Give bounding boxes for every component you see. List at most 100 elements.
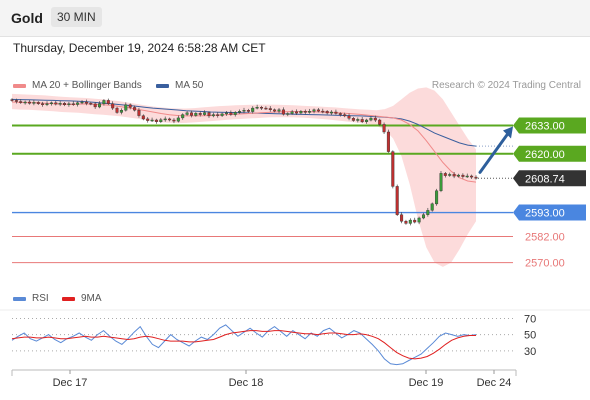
candle: [194, 113, 198, 116]
rsi-level-label: 50: [524, 330, 536, 342]
candle: [106, 100, 110, 104]
candle: [207, 112, 211, 117]
candle: [80, 101, 84, 104]
candle: [316, 109, 320, 112]
candle: [435, 190, 439, 205]
legend-9ma: 9MA: [62, 293, 102, 304]
candle: [220, 113, 224, 116]
candle: [295, 111, 299, 114]
candle: [430, 203, 434, 211]
candle: [58, 103, 62, 105]
candle: [41, 103, 45, 105]
candle: [356, 119, 360, 121]
candle: [49, 102, 53, 105]
candle: [124, 104, 128, 111]
candle: [382, 124, 386, 133]
candle: [233, 112, 237, 115]
candle: [211, 114, 215, 117]
candle: [141, 115, 145, 120]
legend-bollinger: MA 20 + Bollinger Bands: [13, 80, 142, 91]
level-tag: [513, 145, 586, 162]
candle: [67, 103, 71, 105]
candle: [443, 173, 447, 176]
candle: [185, 112, 189, 115]
candle: [365, 119, 369, 122]
candle: [242, 109, 246, 112]
rsi-level-label: 30: [524, 346, 536, 358]
candle: [251, 107, 255, 112]
candle: [146, 118, 150, 121]
rsi-line: [11, 324, 477, 366]
level-label: 2633.00: [525, 120, 565, 132]
candle: [400, 214, 404, 222]
candle: [172, 119, 176, 122]
candle: [264, 107, 268, 110]
legend-ma50-label: MA 50: [175, 80, 204, 91]
candle: [343, 114, 347, 117]
chart-datetime: Thursday, December 19, 2024 6:58:28 AM C…: [13, 41, 266, 55]
candle: [413, 219, 417, 223]
candle: [163, 118, 167, 121]
candle: [299, 111, 303, 114]
x-tick-label: Dec 18: [229, 377, 264, 389]
candle: [229, 112, 233, 115]
candle: [347, 115, 351, 119]
level-label: 2582.00: [525, 231, 565, 243]
candle: [181, 114, 185, 119]
candle: [290, 111, 294, 114]
candle: [273, 109, 277, 112]
projection-arrow-head: [503, 126, 513, 139]
candle: [71, 103, 75, 105]
candle: [465, 175, 469, 178]
candle: [312, 109, 316, 112]
level-tag: [513, 170, 586, 187]
candle: [474, 176, 478, 179]
candle: [277, 109, 281, 112]
timeframe-badge[interactable]: 30 MIN: [51, 7, 102, 27]
candle: [63, 103, 67, 106]
candle: [133, 107, 137, 111]
legend-9ma-label: 9MA: [81, 293, 102, 304]
candle: [321, 110, 325, 113]
candle: [369, 117, 373, 121]
instrument-title: Gold: [11, 10, 43, 26]
candle: [45, 103, 49, 105]
candle: [303, 111, 307, 113]
candle: [115, 107, 119, 113]
candle: [330, 111, 334, 114]
candle: [224, 112, 228, 115]
candle: [255, 106, 259, 109]
candle: [23, 101, 27, 104]
candle: [286, 113, 290, 115]
candle: [97, 103, 101, 108]
rsi-9ma-line: [11, 330, 476, 360]
candle: [325, 111, 329, 114]
candle: [308, 111, 312, 113]
candle: [461, 174, 465, 177]
candle: [93, 103, 97, 108]
candle: [246, 109, 250, 112]
candle: [439, 173, 443, 191]
legend-bollinger-label: MA 20 + Bollinger Bands: [32, 80, 142, 91]
candle: [386, 131, 390, 152]
candle: [422, 214, 426, 219]
candle: [10, 99, 14, 101]
candle: [137, 109, 141, 116]
level-label: 2593.00: [525, 208, 565, 220]
candle: [268, 108, 272, 110]
bollinger-band: [12, 87, 476, 267]
candle: [470, 175, 474, 178]
candle: [89, 103, 93, 105]
candle: [76, 102, 80, 105]
candle: [395, 186, 399, 215]
level-label: 2570.00: [525, 258, 565, 270]
candle: [238, 111, 242, 113]
candle: [111, 103, 115, 109]
legend-rsi-label: RSI: [32, 293, 49, 304]
legend-rsi: RSI: [13, 293, 49, 304]
candle: [351, 118, 355, 121]
candle: [391, 151, 395, 187]
candle: [189, 112, 193, 116]
candle: [417, 217, 421, 223]
candle: [119, 109, 123, 113]
